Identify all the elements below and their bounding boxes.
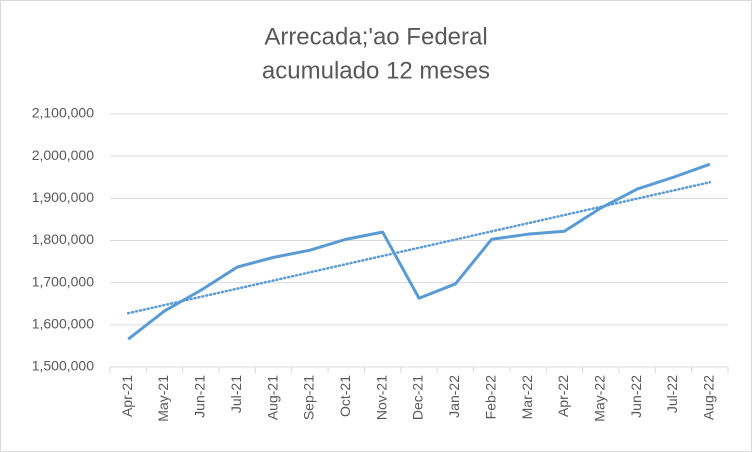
chart-title: acumulado 12 meses <box>262 57 490 84</box>
x-tick-label: Dec-21 <box>410 375 426 420</box>
y-tick-label: 1,600,000 <box>32 316 94 332</box>
line-series <box>127 162 711 341</box>
y-tick-label: 2,100,000 <box>32 105 94 121</box>
y-tick-label: 1,700,000 <box>32 273 94 289</box>
x-tick-label: Nov-21 <box>373 375 389 420</box>
x-tick-label: May-22 <box>591 375 607 422</box>
x-tick-label: Apr-21 <box>119 375 135 417</box>
x-tick-label: Jun-22 <box>628 375 644 418</box>
x-tick-label: Jan-22 <box>446 375 462 418</box>
x-tick-label: Sep-21 <box>301 375 317 420</box>
x-tick-label: Jul-22 <box>664 375 680 413</box>
x-tick-label: Jun-21 <box>192 375 208 418</box>
x-tick-label: Aug-22 <box>701 375 717 420</box>
y-tick-label: 2,000,000 <box>32 147 94 163</box>
x-tick-label: May-21 <box>155 375 171 422</box>
y-tick-label: 1,800,000 <box>32 231 94 247</box>
x-tick-label: Feb-22 <box>482 375 498 420</box>
x-tick-label: Apr-22 <box>555 375 571 417</box>
x-tick-label: Oct-21 <box>337 375 353 417</box>
x-tick-label: Jul-21 <box>228 375 244 413</box>
trendline <box>126 181 712 315</box>
x-tick-label: Aug-21 <box>264 375 280 420</box>
y-tick-label: 1,500,000 <box>32 358 94 374</box>
y-tick-label: 1,900,000 <box>32 189 94 205</box>
chart-title: Arrecada;'ao Federal <box>264 23 487 50</box>
x-tick-label: Mar-22 <box>519 375 535 420</box>
